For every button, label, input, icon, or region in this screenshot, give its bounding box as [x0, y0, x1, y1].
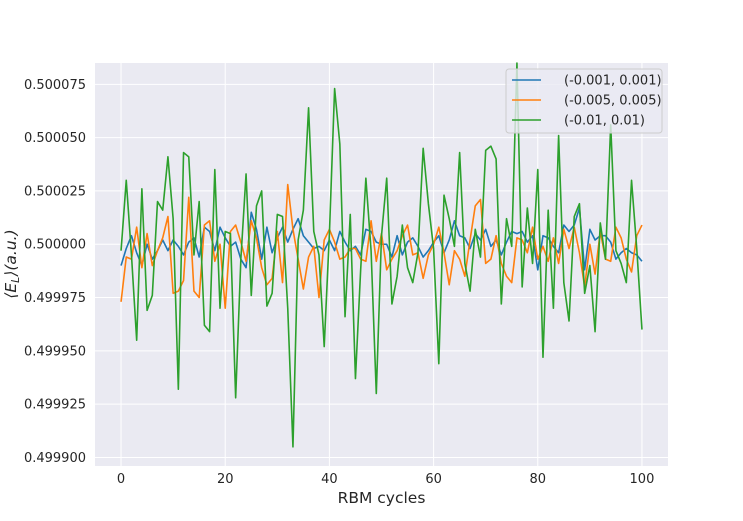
y-axis-label: ⟨EL⟩(a.u.)	[2, 229, 22, 298]
y-tick-label: 0.500000	[24, 238, 86, 253]
legend-entry-3: (-0.01, 0.01)	[564, 114, 645, 129]
y-tick-label: 0.499950	[24, 344, 86, 359]
legend-entry-1: (-0.001, 0.001)	[564, 74, 662, 89]
x-axis-label: RBM cycles	[338, 489, 426, 507]
y-tick-label: 0.499900	[24, 451, 86, 466]
x-tick-label: 0	[117, 472, 125, 487]
legend-box	[505, 68, 663, 134]
legend-entry-2: (-0.005, 0.005)	[564, 94, 662, 109]
series-layer	[120, 62, 643, 448]
y-tick-label: 0.499925	[24, 398, 86, 413]
y-tick-label: 0.499975	[24, 291, 86, 306]
x-tick-label: 20	[217, 472, 234, 487]
legend: (-0.001, 0.001) (-0.005, 0.005) (-0.01, 0.…	[505, 68, 663, 134]
x-tick-label: 100	[630, 472, 655, 487]
series-line-3	[120, 62, 643, 448]
y-tick-label: 0.500075	[24, 78, 86, 93]
x-tick-label: 80	[529, 472, 546, 487]
y-tick-label: 0.500025	[24, 184, 86, 199]
y-tick-label: 0.500050	[24, 131, 86, 146]
x-tick-label: 60	[425, 472, 442, 487]
tick-layer: 0 20 40 60 80 100 0.499900 0.499925 0.499950 0.49…	[24, 78, 654, 487]
x-tick-label: 40	[321, 472, 338, 487]
